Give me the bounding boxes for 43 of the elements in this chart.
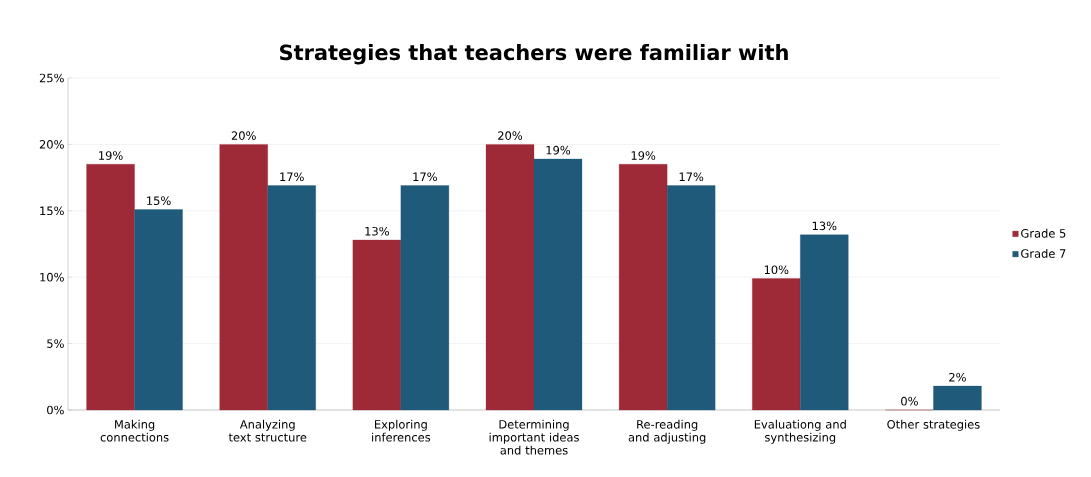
data-label: 17% — [280, 172, 304, 182]
bar — [400, 185, 450, 411]
x-tick-label: Other strategies — [887, 419, 980, 431]
bar — [752, 278, 801, 411]
data-label: 2% — [949, 372, 966, 382]
x-tick-label: Determining important ideas and themes — [489, 419, 579, 455]
data-label: 10% — [764, 265, 789, 275]
x-tick-label: Making connections — [100, 419, 169, 442]
x-tick-label: Evaluationg and synthesizing — [754, 419, 846, 444]
y-tick-label: 25% — [39, 73, 64, 83]
data-label: 19% — [546, 145, 571, 155]
x-tick-label: Analyzing text structure — [228, 419, 307, 442]
data-label: 0% — [901, 396, 918, 406]
legend-label: Grade 7 — [1021, 248, 1066, 258]
data-label: 13% — [365, 226, 389, 236]
x-tick-label: Re-reading and adjusting — [628, 419, 706, 444]
bar — [533, 158, 583, 411]
data-label: 15% — [147, 196, 171, 205]
bar — [86, 164, 135, 411]
data-label: 13% — [812, 221, 837, 231]
bar — [485, 144, 535, 411]
legend-label: Grade 5 — [1021, 228, 1066, 238]
bar — [219, 144, 268, 411]
y-tick-label: 10% — [40, 272, 64, 282]
bar — [267, 185, 316, 411]
bar — [618, 164, 668, 411]
x-tick-label: Exploring inferences — [372, 419, 431, 442]
y-tick-label: 5% — [47, 339, 64, 348]
data-label: 19% — [99, 151, 123, 160]
data-label: 17% — [679, 172, 704, 182]
y-tick-label: 20% — [39, 140, 64, 149]
y-tick-label: 0% — [47, 405, 64, 415]
data-label: 20% — [498, 131, 523, 140]
data-label: 20% — [231, 131, 256, 140]
data-label: 17% — [413, 172, 437, 182]
chart-title: Strategies that teachers were familiar with — [280, 44, 788, 65]
data-label: 19% — [631, 151, 656, 160]
bar — [134, 209, 183, 411]
bar — [352, 239, 402, 411]
bar — [666, 185, 716, 411]
bar — [933, 385, 982, 411]
y-tick-label: 15% — [40, 206, 64, 216]
bar — [800, 234, 849, 411]
